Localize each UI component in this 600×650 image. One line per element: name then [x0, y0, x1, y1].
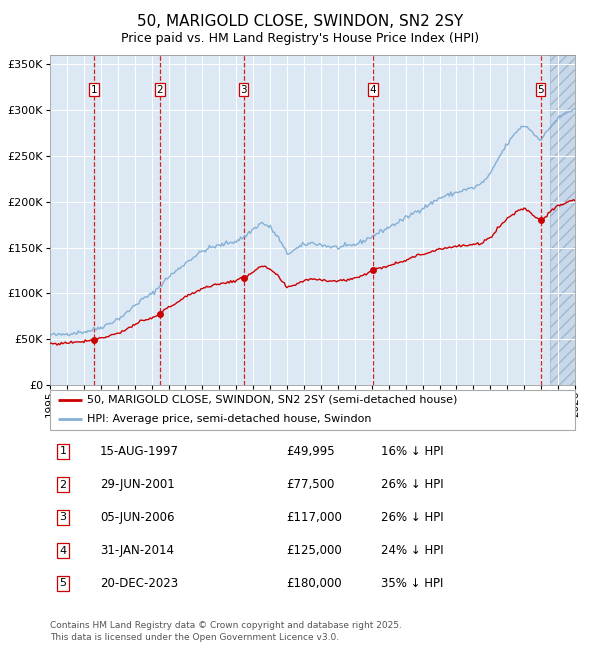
Text: Price paid vs. HM Land Registry's House Price Index (HPI): Price paid vs. HM Land Registry's House …	[121, 32, 479, 45]
Text: 1: 1	[91, 84, 98, 95]
Text: 50, MARIGOLD CLOSE, SWINDON, SN2 2SY: 50, MARIGOLD CLOSE, SWINDON, SN2 2SY	[137, 14, 463, 29]
Text: 20-DEC-2023: 20-DEC-2023	[100, 577, 178, 590]
Text: Contains HM Land Registry data © Crown copyright and database right 2025.
This d: Contains HM Land Registry data © Crown c…	[50, 621, 402, 642]
Text: 2: 2	[157, 84, 163, 95]
Text: 26% ↓ HPI: 26% ↓ HPI	[381, 511, 443, 524]
Text: £125,000: £125,000	[286, 544, 342, 557]
Text: £77,500: £77,500	[286, 478, 335, 491]
Text: £49,995: £49,995	[286, 445, 335, 458]
Text: 15-AUG-1997: 15-AUG-1997	[100, 445, 179, 458]
Bar	[550, 55, 575, 385]
Text: HPI: Average price, semi-detached house, Swindon: HPI: Average price, semi-detached house,…	[87, 414, 371, 424]
Text: £180,000: £180,000	[286, 577, 342, 590]
Text: 5: 5	[538, 84, 544, 95]
Text: 05-JUN-2006: 05-JUN-2006	[100, 511, 175, 524]
Text: 4: 4	[59, 545, 67, 556]
Text: 50, MARIGOLD CLOSE, SWINDON, SN2 2SY (semi-detached house): 50, MARIGOLD CLOSE, SWINDON, SN2 2SY (se…	[87, 395, 457, 405]
Text: 24% ↓ HPI: 24% ↓ HPI	[381, 544, 443, 557]
Text: 5: 5	[59, 578, 67, 588]
Text: 3: 3	[59, 512, 67, 523]
Text: 4: 4	[370, 84, 376, 95]
Text: £117,000: £117,000	[286, 511, 342, 524]
Text: 2: 2	[59, 480, 67, 489]
FancyBboxPatch shape	[50, 390, 575, 430]
Text: 1: 1	[59, 447, 67, 456]
Text: 16% ↓ HPI: 16% ↓ HPI	[381, 445, 443, 458]
Text: 35% ↓ HPI: 35% ↓ HPI	[381, 577, 443, 590]
Text: 29-JUN-2001: 29-JUN-2001	[100, 478, 175, 491]
Text: 26% ↓ HPI: 26% ↓ HPI	[381, 478, 443, 491]
Text: 3: 3	[240, 84, 247, 95]
Text: 31-JAN-2014: 31-JAN-2014	[100, 544, 174, 557]
